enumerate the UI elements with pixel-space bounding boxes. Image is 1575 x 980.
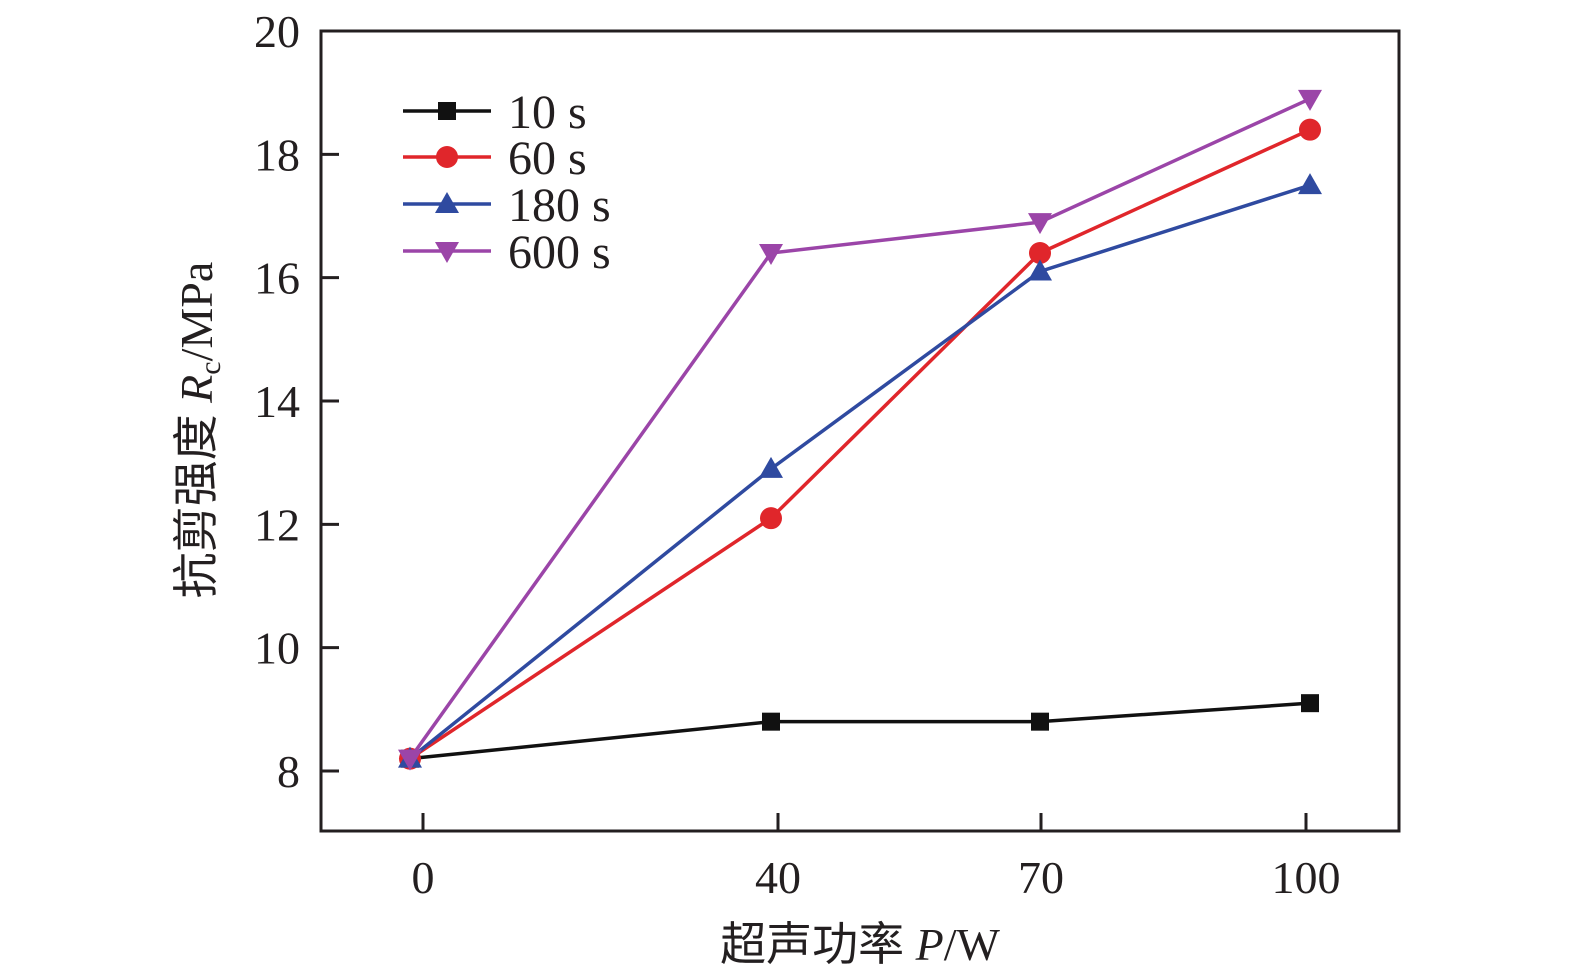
y-axis-title: 抗剪强度 Rc/MPa [171, 262, 227, 599]
plot-frame [319, 29, 1401, 833]
data-point-triangle-down [398, 749, 422, 771]
legend-item: 10 s [403, 86, 587, 139]
legend-item: 60 s [403, 132, 587, 185]
series-line [408, 183, 1311, 761]
series-line [409, 701, 1311, 761]
data-point-triangle-up [435, 192, 459, 213]
data-point-triangle-down [1298, 89, 1322, 111]
x-axis-title: 超声功率 P/W [720, 919, 1000, 970]
series-10s [401, 694, 1319, 768]
data-point-triangle-up [759, 456, 783, 478]
data-point-circle [436, 146, 458, 168]
x-axis: 0 40 70 100 [412, 813, 1341, 903]
series-600s [398, 89, 1322, 771]
data-point-circle [1029, 242, 1051, 264]
y-tick-label: 18 [254, 129, 300, 180]
legend-label: 600 s [508, 226, 611, 279]
data-point-square [1031, 712, 1049, 731]
series-line [409, 128, 1311, 761]
legend-label: 180 s [508, 179, 611, 232]
x-tick-label: 40 [755, 852, 801, 903]
y-tick-label: 16 [254, 253, 300, 304]
y-tick-label: 20 [254, 6, 300, 57]
legend-item: 600 s [403, 226, 611, 279]
x-tick-label: 100 [1272, 852, 1341, 903]
data-point-square [1301, 694, 1319, 713]
legend-item: 180 s [403, 179, 611, 232]
series-line [408, 97, 1311, 760]
y-tick-label: 10 [254, 623, 300, 674]
y-tick-label: 12 [254, 499, 300, 550]
legend-label: 10 s [508, 86, 587, 139]
series-group [398, 89, 1322, 771]
data-point-circle [760, 507, 782, 530]
data-point-triangle-down [1028, 213, 1052, 235]
y-axis: 8 10 12 14 16 18 20 [254, 6, 339, 797]
data-point-square [438, 102, 456, 120]
data-point-triangle-up [1298, 173, 1322, 195]
data-point-square [762, 712, 780, 731]
x-tick-label: 0 [412, 852, 435, 903]
y-tick-label: 14 [254, 376, 300, 427]
data-point-triangle-up [1028, 259, 1052, 281]
y-tick-label: 8 [277, 746, 300, 797]
x-tick-label: 70 [1018, 852, 1064, 903]
data-point-triangle-down [759, 244, 783, 265]
data-point-triangle-down [435, 242, 459, 263]
data-point-circle [1299, 118, 1321, 141]
legend-label: 60 s [508, 132, 587, 185]
series-180s [398, 173, 1322, 768]
